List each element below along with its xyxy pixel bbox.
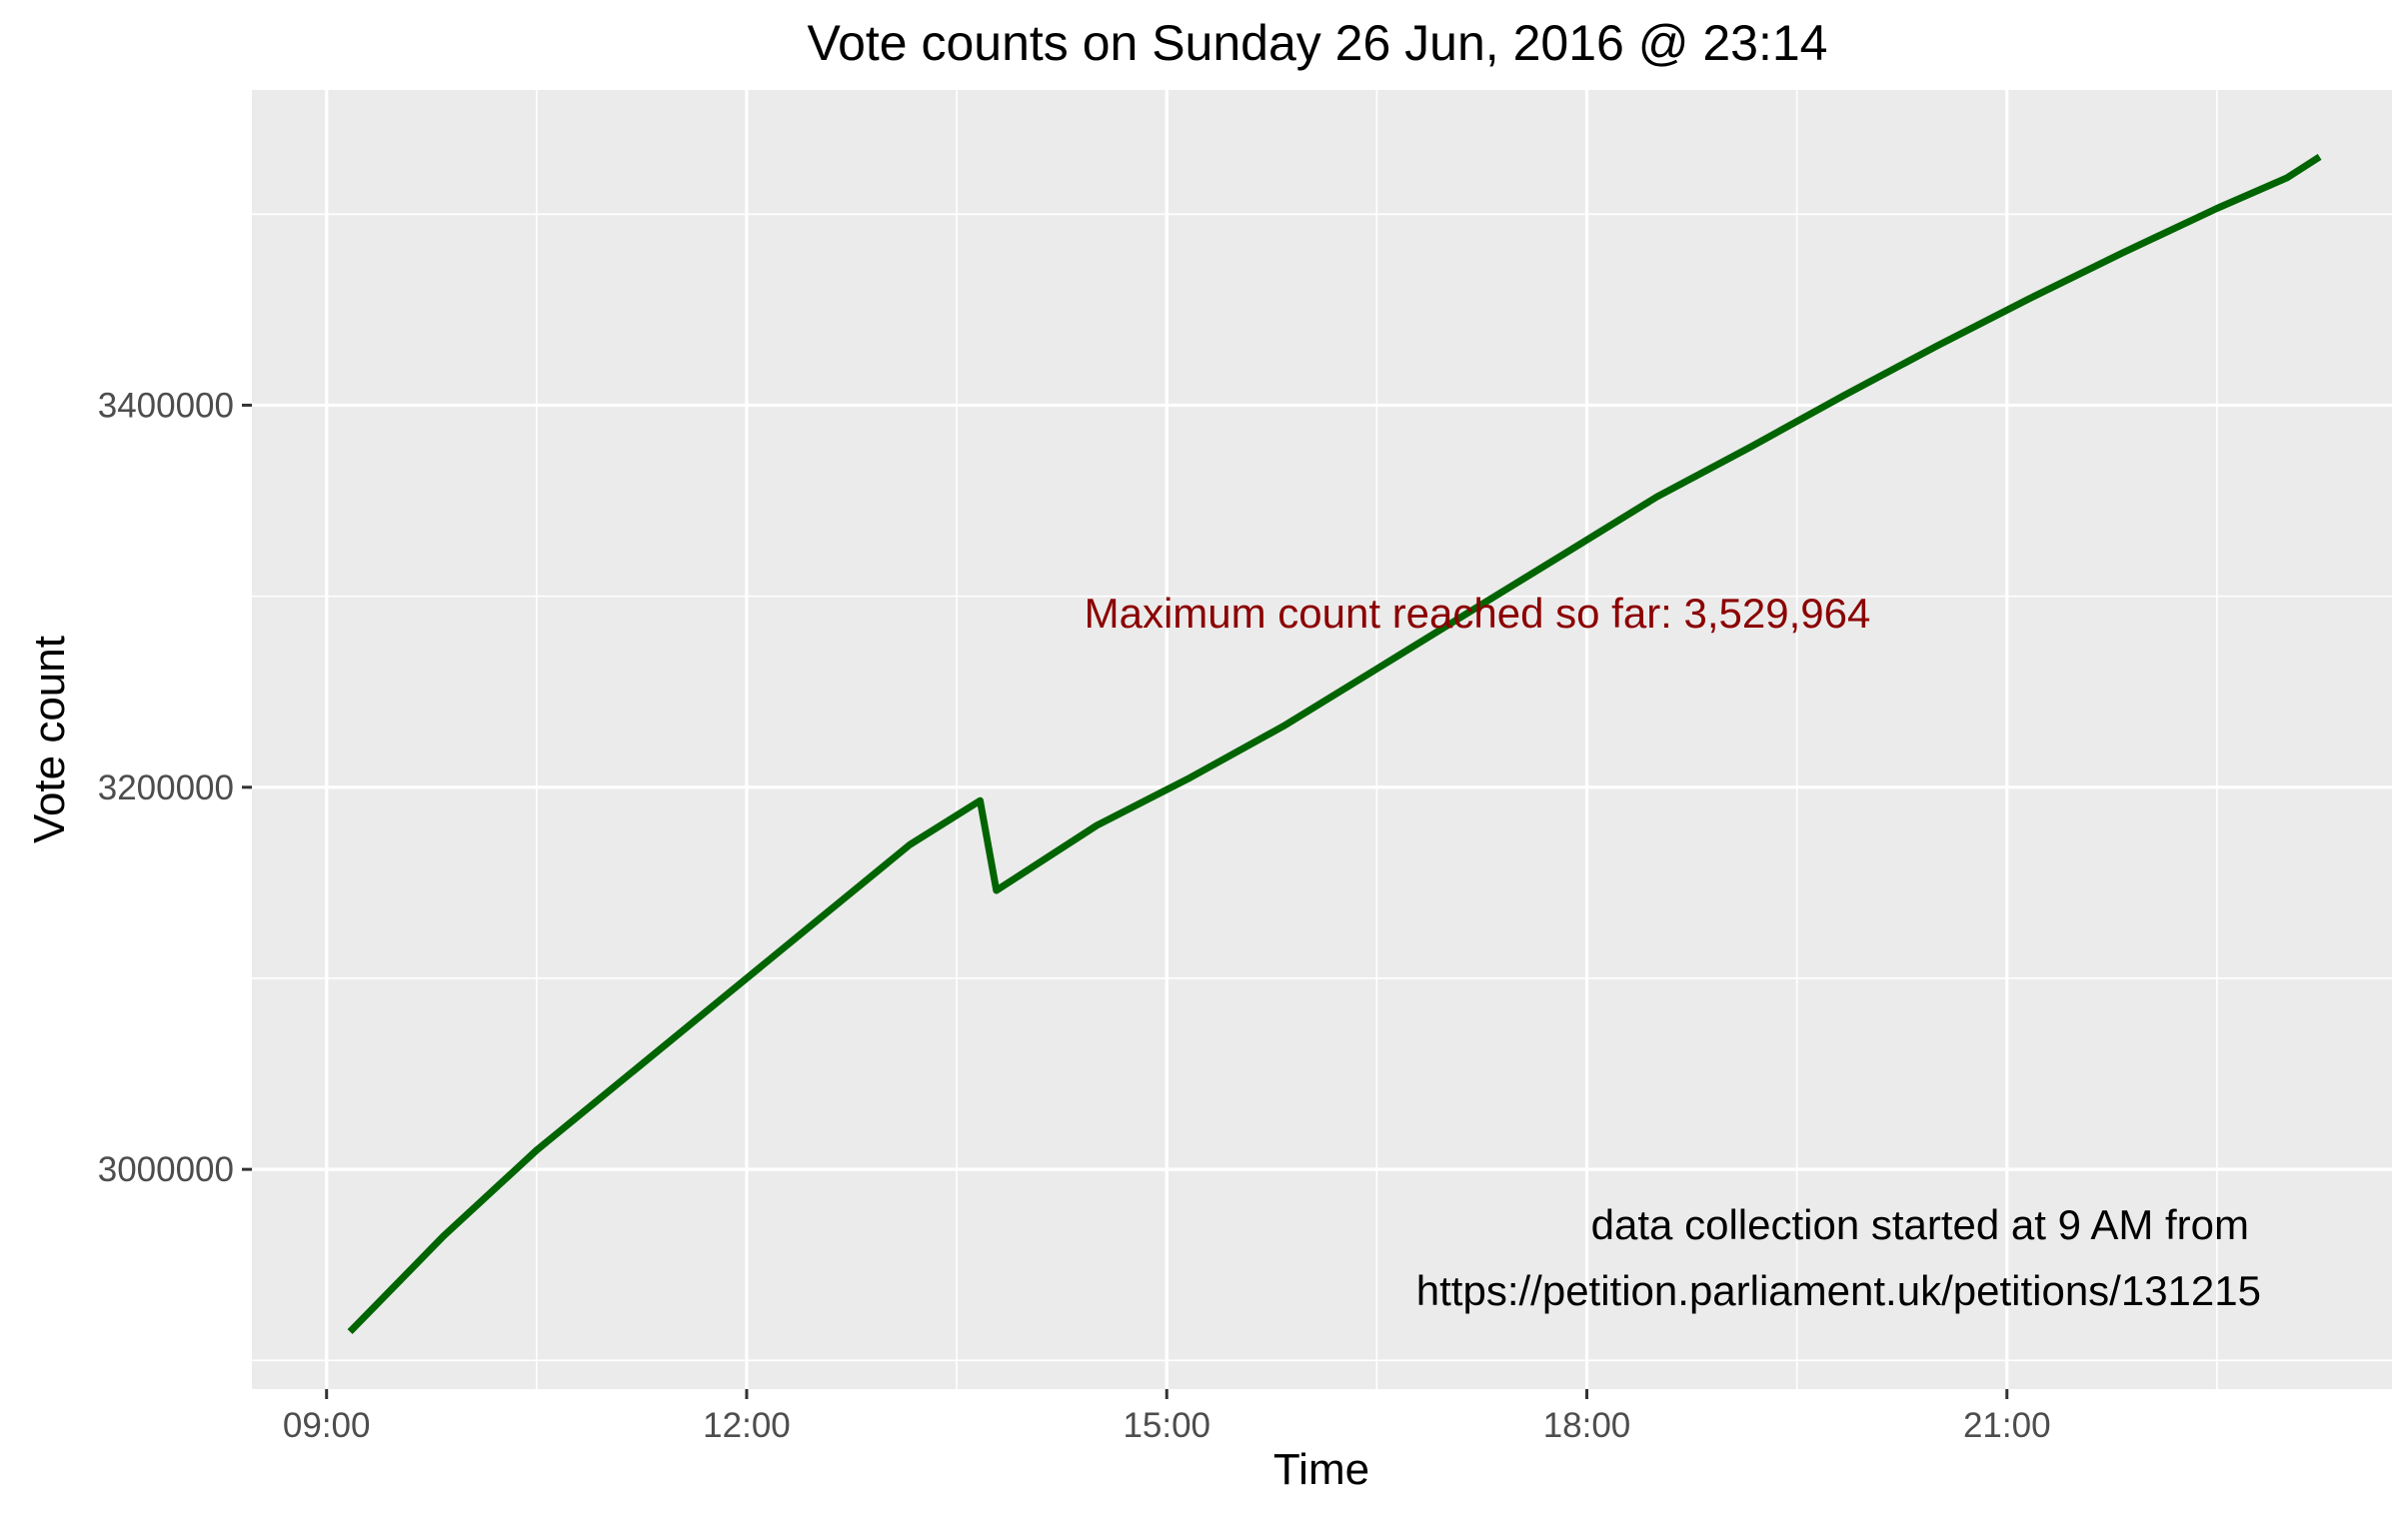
grid-lines — [252, 90, 2392, 1389]
chart-title: Vote counts on Sunday 26 Jun, 2016 @ 23:… — [808, 15, 1828, 71]
series-layer — [347, 153, 2322, 1335]
plot-panel — [252, 90, 2392, 1389]
x-tick-label: 12:00 — [703, 1406, 791, 1445]
y-tick-label: 3000000 — [98, 1150, 234, 1189]
x-axis: 09:00 12:00 15:00 18:00 21:00 — [283, 1389, 2051, 1445]
y-tick-label: 3200000 — [98, 768, 234, 807]
x-tick-label: 15:00 — [1123, 1406, 1210, 1445]
vote-count-line — [347, 153, 2322, 1335]
y-tick-label: 3400000 — [98, 386, 234, 425]
x-axis-title: Time — [1273, 1445, 1369, 1494]
data-source-url: https://petition.parliament.uk/petitions… — [1416, 1267, 2261, 1314]
y-axis-title: Vote count — [25, 636, 74, 843]
data-source-note: data collection started at 9 AM from — [1591, 1201, 2249, 1248]
x-tick-label: 18:00 — [1543, 1406, 1631, 1445]
x-tick-label: 21:00 — [1963, 1406, 2051, 1445]
x-tick-label: 09:00 — [283, 1406, 371, 1445]
y-axis: 3000000 3200000 3400000 — [98, 386, 252, 1189]
max-count-annotation: Maximum count reached so far: 3,529,964 — [1085, 590, 1871, 637]
